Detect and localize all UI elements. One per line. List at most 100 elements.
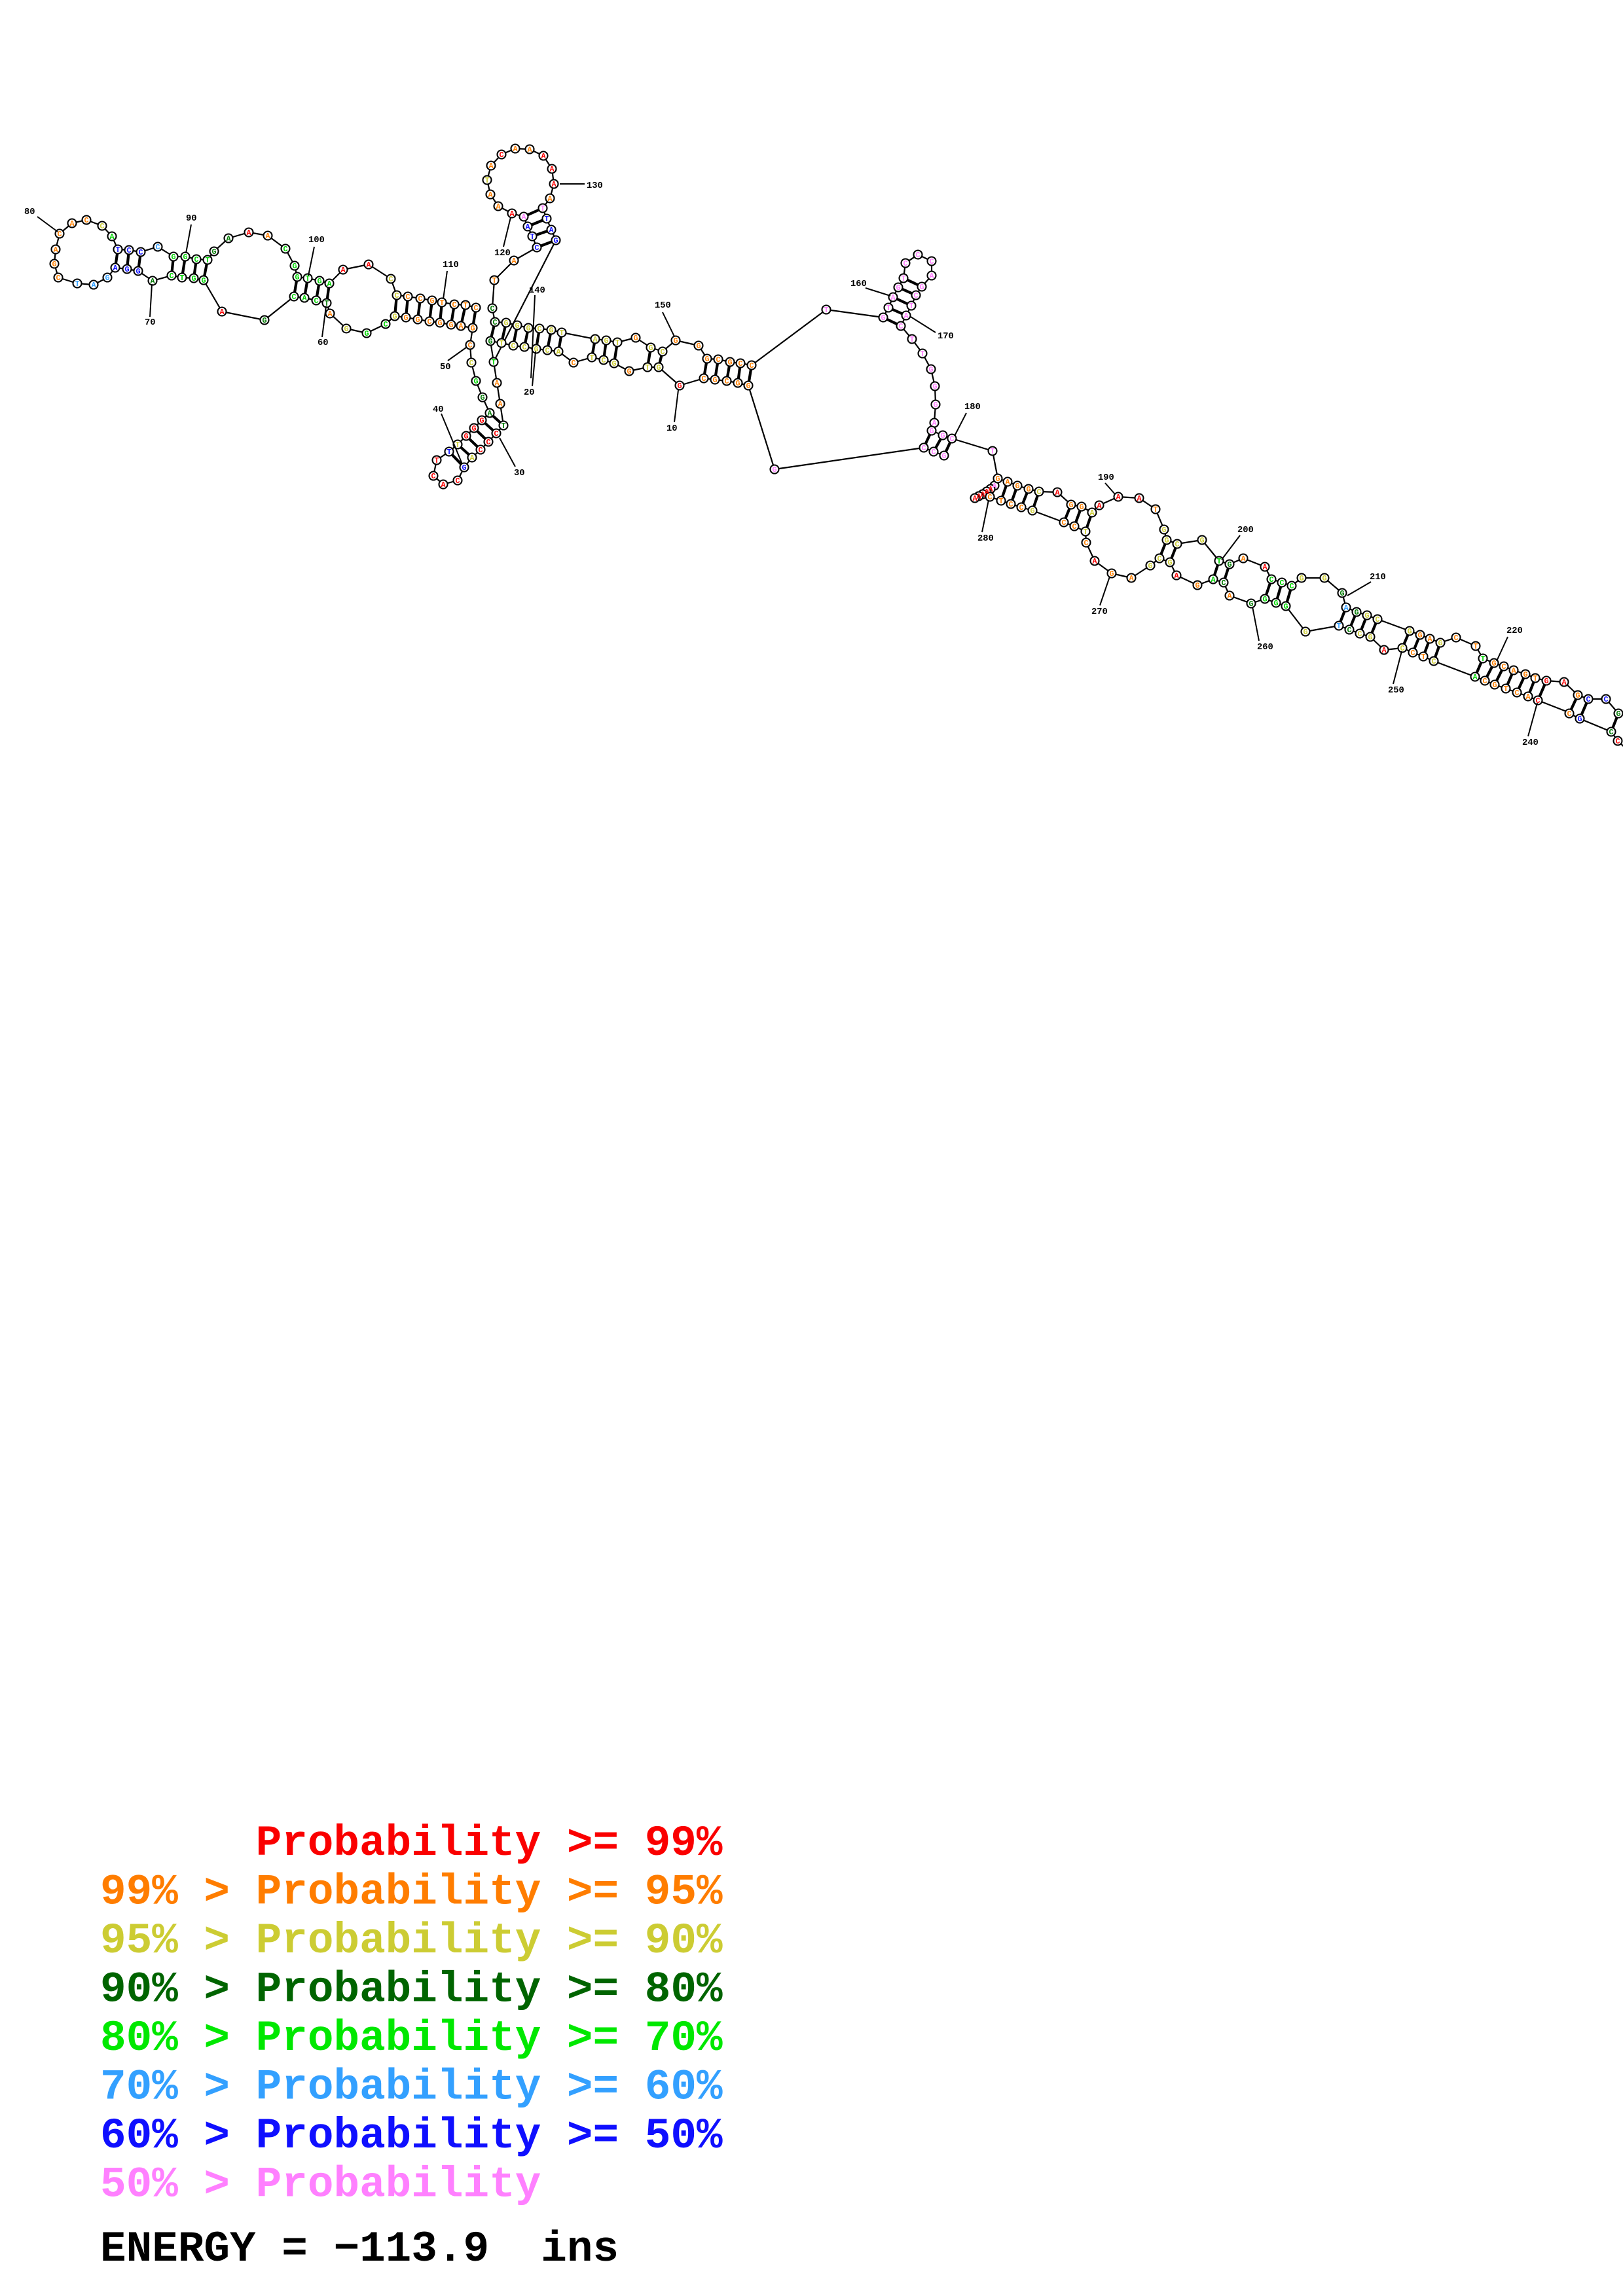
svg-text:A: A: [488, 190, 493, 200]
svg-text:C: C: [601, 356, 606, 365]
svg-text:A: A: [551, 180, 556, 189]
svg-text:G: G: [1079, 503, 1084, 512]
svg-text:A: A: [327, 279, 332, 289]
svg-text:70: 70: [145, 318, 156, 328]
svg-text:G: G: [1544, 677, 1548, 686]
svg-text:G: G: [295, 273, 299, 282]
svg-text:G: G: [1523, 670, 1527, 679]
svg-text:G: G: [1249, 600, 1253, 609]
svg-text:C: C: [126, 246, 131, 255]
svg-text:G: G: [896, 283, 900, 293]
svg-text:C: C: [915, 251, 920, 260]
svg-text:G: G: [704, 355, 709, 364]
svg-text:C: C: [1221, 579, 1226, 588]
svg-text:C: C: [473, 304, 478, 313]
svg-text:170: 170: [938, 332, 954, 342]
svg-text:T: T: [499, 339, 503, 348]
svg-text:G: G: [470, 324, 475, 333]
svg-text:G: G: [292, 262, 297, 271]
svg-text:G: G: [1026, 485, 1030, 494]
svg-text:100: 100: [308, 236, 325, 245]
svg-text:G: G: [1354, 608, 1359, 617]
svg-text:90% > Probability >= 80%: 90% > Probability >= 80%: [100, 1965, 723, 2015]
svg-text:C: C: [1482, 677, 1487, 686]
svg-text:A: A: [984, 488, 989, 497]
svg-text:C: C: [1609, 728, 1613, 737]
svg-text:G: G: [473, 377, 478, 386]
svg-text:A: A: [496, 202, 501, 211]
svg-text:C: C: [1157, 554, 1161, 564]
svg-text:C: C: [1431, 657, 1436, 666]
svg-text:A: A: [53, 245, 58, 255]
svg-text:G: G: [462, 463, 466, 473]
svg-text:G: G: [364, 329, 369, 338]
svg-text:C: C: [431, 472, 435, 481]
svg-text:C: C: [987, 493, 992, 502]
svg-text:A: A: [327, 310, 333, 319]
svg-text:C: C: [1347, 626, 1351, 635]
svg-text:T: T: [434, 456, 439, 465]
svg-text:C: C: [194, 255, 198, 264]
svg-text:C: C: [724, 377, 729, 386]
svg-text:C: C: [1008, 500, 1013, 509]
svg-text:140: 140: [529, 286, 545, 296]
svg-text:160: 160: [850, 279, 867, 289]
svg-text:G: G: [403, 314, 408, 323]
svg-text:A: A: [525, 223, 530, 232]
svg-text:C: C: [929, 257, 934, 266]
svg-text:A: A: [972, 494, 977, 503]
svg-text:G: G: [534, 345, 538, 354]
svg-text:A: A: [976, 492, 981, 501]
svg-text:G: G: [553, 236, 558, 245]
svg-text:ENERGY = −113.9 ins: ENERGY = −113.9 ins: [100, 2225, 619, 2274]
svg-text:C: C: [545, 346, 549, 355]
svg-text:C: C: [283, 245, 287, 254]
svg-text:T: T: [901, 274, 905, 283]
svg-text:G: G: [1407, 627, 1412, 636]
svg-text:C: C: [749, 361, 754, 370]
svg-text:C: C: [494, 429, 498, 439]
svg-text:G: G: [1262, 595, 1267, 604]
svg-text:G: G: [933, 401, 938, 410]
svg-text:C: C: [388, 275, 393, 284]
svg-text:C: C: [701, 374, 706, 384]
svg-text:A: A: [1137, 494, 1142, 503]
svg-text:T: T: [75, 279, 79, 289]
svg-text:C: C: [418, 295, 422, 304]
svg-text:G: G: [932, 382, 937, 391]
svg-text:A: A: [1472, 673, 1478, 682]
svg-text:A: A: [458, 322, 464, 331]
svg-text:G: G: [712, 376, 717, 385]
svg-text:G: G: [1030, 507, 1034, 516]
svg-text:G: G: [171, 253, 175, 262]
svg-text:G: G: [1340, 589, 1344, 598]
svg-text:C: C: [84, 216, 88, 225]
svg-text:A: A: [366, 260, 371, 270]
svg-text:G: G: [488, 337, 492, 346]
svg-text:80% > Probability >= 70%: 80% > Probability >= 70%: [100, 2014, 723, 2063]
svg-text:A: A: [1427, 635, 1432, 644]
svg-text:C: C: [738, 359, 742, 368]
svg-text:A: A: [1343, 603, 1349, 613]
svg-text:A: A: [509, 209, 515, 219]
svg-text:260: 260: [1257, 643, 1273, 653]
svg-text:240: 240: [1522, 738, 1539, 748]
svg-text:G: G: [633, 334, 638, 343]
svg-text:20: 20: [524, 388, 535, 398]
svg-text:G: G: [627, 367, 631, 376]
svg-text:G: G: [656, 363, 661, 372]
svg-text:A: A: [487, 409, 492, 418]
svg-text:C: C: [314, 296, 318, 306]
svg-text:G: G: [1492, 681, 1497, 690]
svg-text:A: A: [488, 162, 494, 171]
svg-text:G: G: [1161, 526, 1166, 535]
svg-text:G: G: [772, 465, 776, 475]
svg-text:G: G: [648, 344, 653, 353]
svg-text:Probability >= 99%: Probability >= 99%: [256, 1819, 723, 1868]
svg-text:270: 270: [1091, 607, 1108, 617]
svg-text:A: A: [69, 219, 75, 228]
svg-text:T: T: [559, 329, 564, 338]
svg-text:T: T: [455, 440, 460, 450]
svg-text:C: C: [1357, 630, 1362, 639]
svg-text:T: T: [909, 335, 914, 344]
